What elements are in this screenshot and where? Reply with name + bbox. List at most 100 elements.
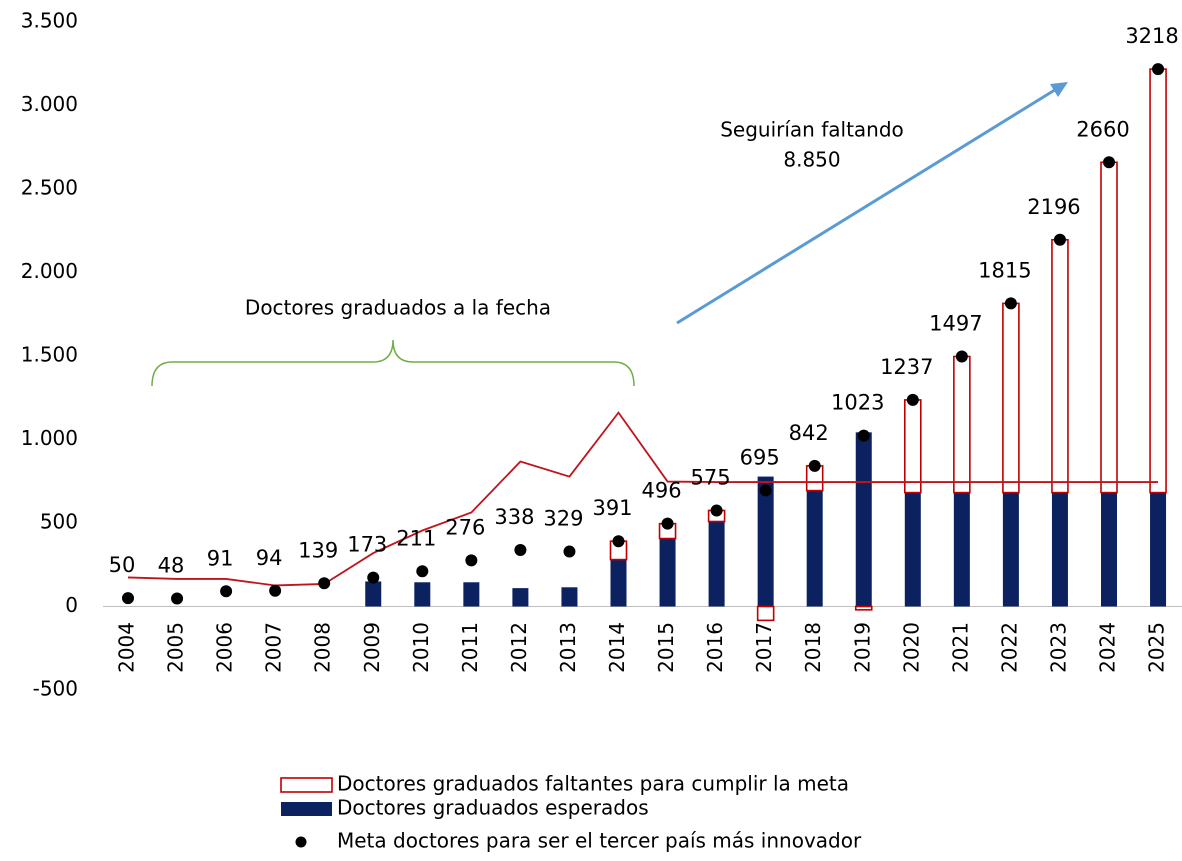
goal-dot bbox=[857, 429, 870, 442]
data-label: 1237 bbox=[880, 355, 933, 379]
missing-bar bbox=[1100, 161, 1118, 494]
x-tick-label: 2004 bbox=[115, 622, 139, 673]
x-tick-label: 2006 bbox=[213, 622, 237, 673]
legend-symbol bbox=[295, 836, 307, 848]
bar bbox=[1002, 492, 1019, 607]
x-tick-label: 2012 bbox=[507, 622, 531, 673]
line bbox=[127, 411, 1159, 587]
data-label: 695 bbox=[740, 445, 780, 469]
x-tick-label: 2007 bbox=[262, 622, 286, 673]
goal-dot bbox=[318, 577, 331, 590]
y-tick-label: 2.500 bbox=[21, 176, 78, 200]
goal-dot bbox=[906, 393, 919, 406]
x-tick-label: 2020 bbox=[899, 622, 923, 673]
bar bbox=[1150, 492, 1167, 607]
legend-label: Doctores graduados faltantes para cumpli… bbox=[337, 772, 849, 796]
data-label: 496 bbox=[642, 479, 682, 503]
x-tick-label: 2011 bbox=[458, 622, 482, 673]
x-tick-label: 2018 bbox=[801, 622, 825, 673]
goal-dot bbox=[1103, 156, 1115, 169]
goal-dot bbox=[171, 592, 184, 605]
y-tick-label: 1.000 bbox=[21, 426, 78, 450]
bar bbox=[855, 432, 872, 607]
y-tick-label: -500 bbox=[33, 677, 78, 701]
bar bbox=[659, 538, 676, 607]
x-tick-label: 2023 bbox=[1046, 622, 1070, 673]
x-tick-label: 2008 bbox=[311, 622, 335, 673]
x-tick-label: 2016 bbox=[703, 622, 727, 673]
bar bbox=[610, 559, 627, 607]
goal-dot bbox=[465, 554, 478, 567]
data-label: 48 bbox=[158, 553, 185, 577]
bar bbox=[904, 492, 921, 607]
data-label: 338 bbox=[494, 505, 534, 529]
y-tick-label: 0 bbox=[65, 593, 78, 617]
goal-dot bbox=[563, 545, 576, 558]
annotation: Doctores graduados a la fecha bbox=[245, 296, 551, 320]
x-tick-label: 2015 bbox=[654, 622, 678, 673]
data-label: 91 bbox=[207, 546, 234, 570]
bar bbox=[953, 492, 970, 607]
x-tick-label: 2021 bbox=[948, 622, 972, 673]
data-label: 276 bbox=[445, 515, 485, 539]
data-label: 2660 bbox=[1076, 117, 1129, 141]
data-label: 391 bbox=[592, 496, 632, 520]
legend-symbol bbox=[280, 777, 333, 793]
goal-dot bbox=[367, 571, 380, 584]
goal-dot bbox=[955, 350, 968, 363]
missing-bar bbox=[1149, 68, 1167, 494]
bar bbox=[463, 582, 480, 607]
x-tick-label: 2013 bbox=[556, 622, 580, 673]
goal-dot bbox=[1053, 233, 1066, 246]
data-label: 1815 bbox=[978, 258, 1031, 282]
arrow bbox=[676, 86, 1059, 325]
x-tick-label: 2025 bbox=[1145, 622, 1169, 673]
goal-dot bbox=[612, 535, 625, 548]
bar bbox=[757, 476, 774, 607]
missing-bar bbox=[953, 355, 971, 494]
arrow-head bbox=[1050, 82, 1068, 97]
x-tick-label: 2024 bbox=[1096, 622, 1120, 673]
bar bbox=[806, 490, 823, 607]
bar bbox=[414, 582, 431, 607]
legend-label: Meta doctores para ser el tercer país má… bbox=[337, 829, 862, 853]
x-tick-label: 2009 bbox=[360, 622, 384, 673]
missing-bar bbox=[903, 399, 922, 494]
x-tick-label: 2005 bbox=[164, 622, 188, 673]
annotation: Seguirían faltando bbox=[720, 118, 904, 142]
goal-dot bbox=[1004, 297, 1017, 310]
x-tick-label: 2022 bbox=[997, 622, 1021, 673]
goal-dot bbox=[1152, 63, 1165, 76]
bar bbox=[512, 588, 529, 607]
goal-dot bbox=[269, 584, 282, 597]
bar bbox=[561, 587, 578, 607]
goal-dot bbox=[759, 484, 772, 497]
data-label: 3218 bbox=[1125, 24, 1178, 48]
legend-label: Doctores graduados esperados bbox=[337, 796, 649, 820]
data-label: 329 bbox=[543, 507, 583, 531]
data-label: 50 bbox=[109, 553, 136, 577]
goal-dot bbox=[808, 459, 821, 472]
bar bbox=[1101, 492, 1117, 607]
y-tick-label: 3.500 bbox=[21, 9, 78, 33]
missing-bar bbox=[1051, 238, 1069, 494]
goal-dot bbox=[710, 504, 723, 517]
data-label: 1023 bbox=[831, 391, 884, 415]
x-tick-label: 2019 bbox=[850, 622, 874, 673]
goal-dot bbox=[416, 565, 429, 578]
missing-bar bbox=[756, 605, 775, 622]
data-label: 575 bbox=[691, 465, 731, 489]
goal-dot bbox=[220, 585, 233, 598]
x-tick-label: 2017 bbox=[752, 622, 776, 673]
data-label: 2196 bbox=[1027, 195, 1080, 219]
data-label: 139 bbox=[298, 538, 338, 562]
y-tick-label: 1.500 bbox=[21, 343, 78, 367]
missing-bar bbox=[1002, 302, 1020, 494]
y-tick-label: 500 bbox=[40, 510, 78, 534]
goal-dot bbox=[122, 592, 134, 605]
x-tick-label: 2014 bbox=[605, 622, 629, 673]
goal-dot bbox=[514, 544, 527, 557]
y-tick-label: 3.000 bbox=[21, 92, 78, 116]
bar bbox=[708, 521, 725, 607]
